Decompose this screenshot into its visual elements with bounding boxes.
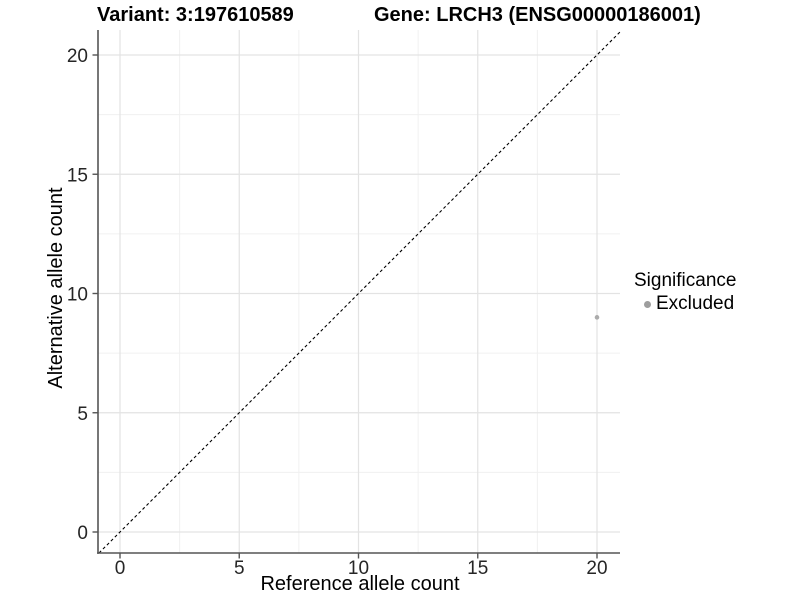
y-tick-label: 15	[67, 165, 88, 186]
x-tick-label: 5	[234, 558, 245, 579]
x-tick-label: 15	[467, 558, 488, 579]
data-point	[594, 315, 600, 320]
legend-title: Significance	[634, 270, 737, 291]
x-axis-title: Reference allele count	[260, 573, 460, 595]
identity-dashed-line	[98, 31, 621, 554]
x-tick-label: 10	[348, 558, 369, 579]
plot-title-variant: Variant: 3:197610589	[97, 4, 294, 26]
x-tick-label: 20	[586, 558, 607, 579]
plot-title-gene: Gene: LRCH3 (ENSG00000186001)	[374, 4, 701, 26]
legend: Significance Excluded	[634, 270, 736, 314]
legend-item-excluded: Excluded	[634, 294, 736, 314]
y-tick-label: 5	[77, 404, 88, 425]
y-tick-label: 10	[67, 285, 88, 306]
x-tick-label: 0	[115, 558, 126, 579]
y-tick-label: 20	[67, 46, 88, 67]
legend-item-label: Excluded	[656, 293, 735, 314]
y-tick-label: 0	[77, 523, 88, 544]
y-axis-title: Alternative allele count	[45, 187, 67, 389]
legend-point-icon	[644, 300, 651, 308]
